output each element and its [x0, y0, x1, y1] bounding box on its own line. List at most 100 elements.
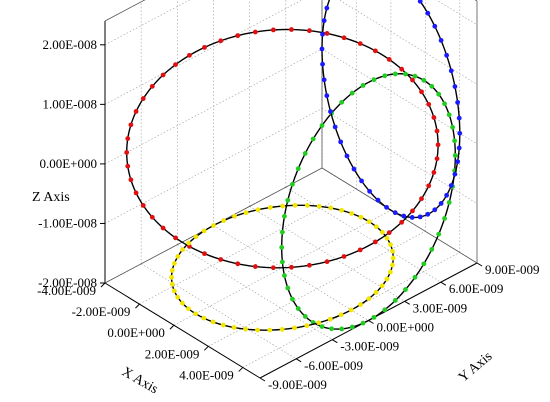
- data-point: [455, 100, 461, 105]
- data-point: [220, 322, 226, 328]
- data-point: [375, 197, 381, 203]
- data-point: [149, 83, 155, 89]
- data-point: [320, 31, 325, 37]
- grid-line: [208, 231, 426, 347]
- data-point: [282, 273, 287, 278]
- data-point: [392, 298, 398, 303]
- data-point: [426, 101, 432, 107]
- data-point: [457, 130, 463, 136]
- data-point: [442, 101, 447, 107]
- data-point: [339, 207, 344, 213]
- data-point: [382, 307, 388, 313]
- y-tick-label: -9.00E-009: [268, 377, 327, 392]
- grid-line: [139, 188, 357, 305]
- data-point: [210, 319, 216, 325]
- data-point: [172, 260, 177, 266]
- data-point: [409, 215, 415, 220]
- data-point: [310, 136, 316, 142]
- data-point: [252, 29, 258, 35]
- data-point: [373, 224, 379, 230]
- x-tick-label: 0.00E+000: [107, 325, 165, 340]
- data-point: [371, 314, 377, 320]
- data-point: [128, 177, 134, 183]
- data-point: [390, 255, 396, 261]
- data-point: [386, 57, 392, 62]
- data-point: [279, 229, 285, 235]
- data-point: [421, 77, 427, 83]
- data-point: [452, 138, 458, 144]
- data-point: [321, 18, 327, 24]
- data-point: [193, 311, 198, 317]
- data-point: [180, 247, 186, 253]
- data-point: [419, 89, 424, 95]
- data-point: [282, 213, 287, 219]
- data-point: [434, 128, 440, 134]
- data-point: [186, 306, 191, 312]
- data-point: [392, 71, 398, 77]
- data-point: [349, 324, 355, 330]
- y-tick-label: 3.00E-009: [413, 300, 468, 315]
- data-point: [285, 285, 291, 291]
- data-point: [357, 247, 363, 253]
- data-point: [360, 320, 366, 326]
- data-point: [455, 159, 461, 165]
- x-axis-line: [104, 282, 261, 379]
- data-point: [448, 68, 454, 74]
- grid-line: [338, 0, 478, 85]
- data-point: [392, 210, 398, 216]
- data-point: [401, 213, 407, 219]
- data-point: [290, 296, 295, 302]
- data-point: [324, 93, 330, 99]
- data-point: [421, 261, 427, 267]
- data-point: [289, 27, 294, 32]
- z-tick-label: 1.00E-008: [42, 96, 97, 111]
- data-point: [431, 115, 437, 120]
- data-point: [339, 99, 345, 105]
- data-point: [432, 23, 438, 29]
- data-point: [175, 254, 181, 259]
- data-point: [446, 200, 452, 205]
- data-point: [425, 211, 431, 217]
- data-point: [324, 259, 330, 265]
- data-point: [324, 31, 330, 36]
- z-tick-label: -2.00E-008: [38, 275, 97, 290]
- data-point: [366, 219, 372, 225]
- series-line: [280, 73, 456, 330]
- data-point: [412, 274, 418, 280]
- data-point: [302, 151, 308, 156]
- series-trajectory-3d: [124, 27, 441, 271]
- data-point: [173, 235, 178, 241]
- data-point: [403, 287, 408, 292]
- data-point: [125, 136, 131, 141]
- data-point: [419, 196, 424, 202]
- data-point: [252, 264, 258, 269]
- data-point: [372, 48, 378, 54]
- data-point: [295, 306, 301, 312]
- data-point: [328, 205, 334, 211]
- data-point: [243, 210, 249, 216]
- data-point: [339, 326, 345, 332]
- data-point: [329, 326, 334, 332]
- grid-line: [249, 206, 405, 302]
- series-group: [124, 0, 463, 333]
- y-tick-label: 0.00E+000: [377, 320, 435, 335]
- box-edge: [474, 0, 478, 2]
- data-point: [202, 251, 207, 257]
- data-point: [235, 261, 241, 267]
- data-point: [307, 28, 312, 34]
- data-point: [399, 66, 405, 72]
- data-point: [292, 325, 297, 331]
- grid-line: [321, 48, 478, 145]
- data-point: [211, 223, 216, 228]
- data-point: [432, 207, 438, 213]
- data-point: [456, 145, 462, 151]
- data-point: [328, 109, 333, 114]
- data-point: [319, 46, 325, 52]
- data-point: [302, 314, 308, 319]
- x-tick-label: -2.00E-009: [72, 304, 131, 319]
- data-point: [452, 84, 458, 89]
- data-point: [410, 77, 415, 83]
- data-point: [349, 211, 355, 216]
- data-point: [452, 171, 458, 177]
- data-point: [434, 156, 440, 162]
